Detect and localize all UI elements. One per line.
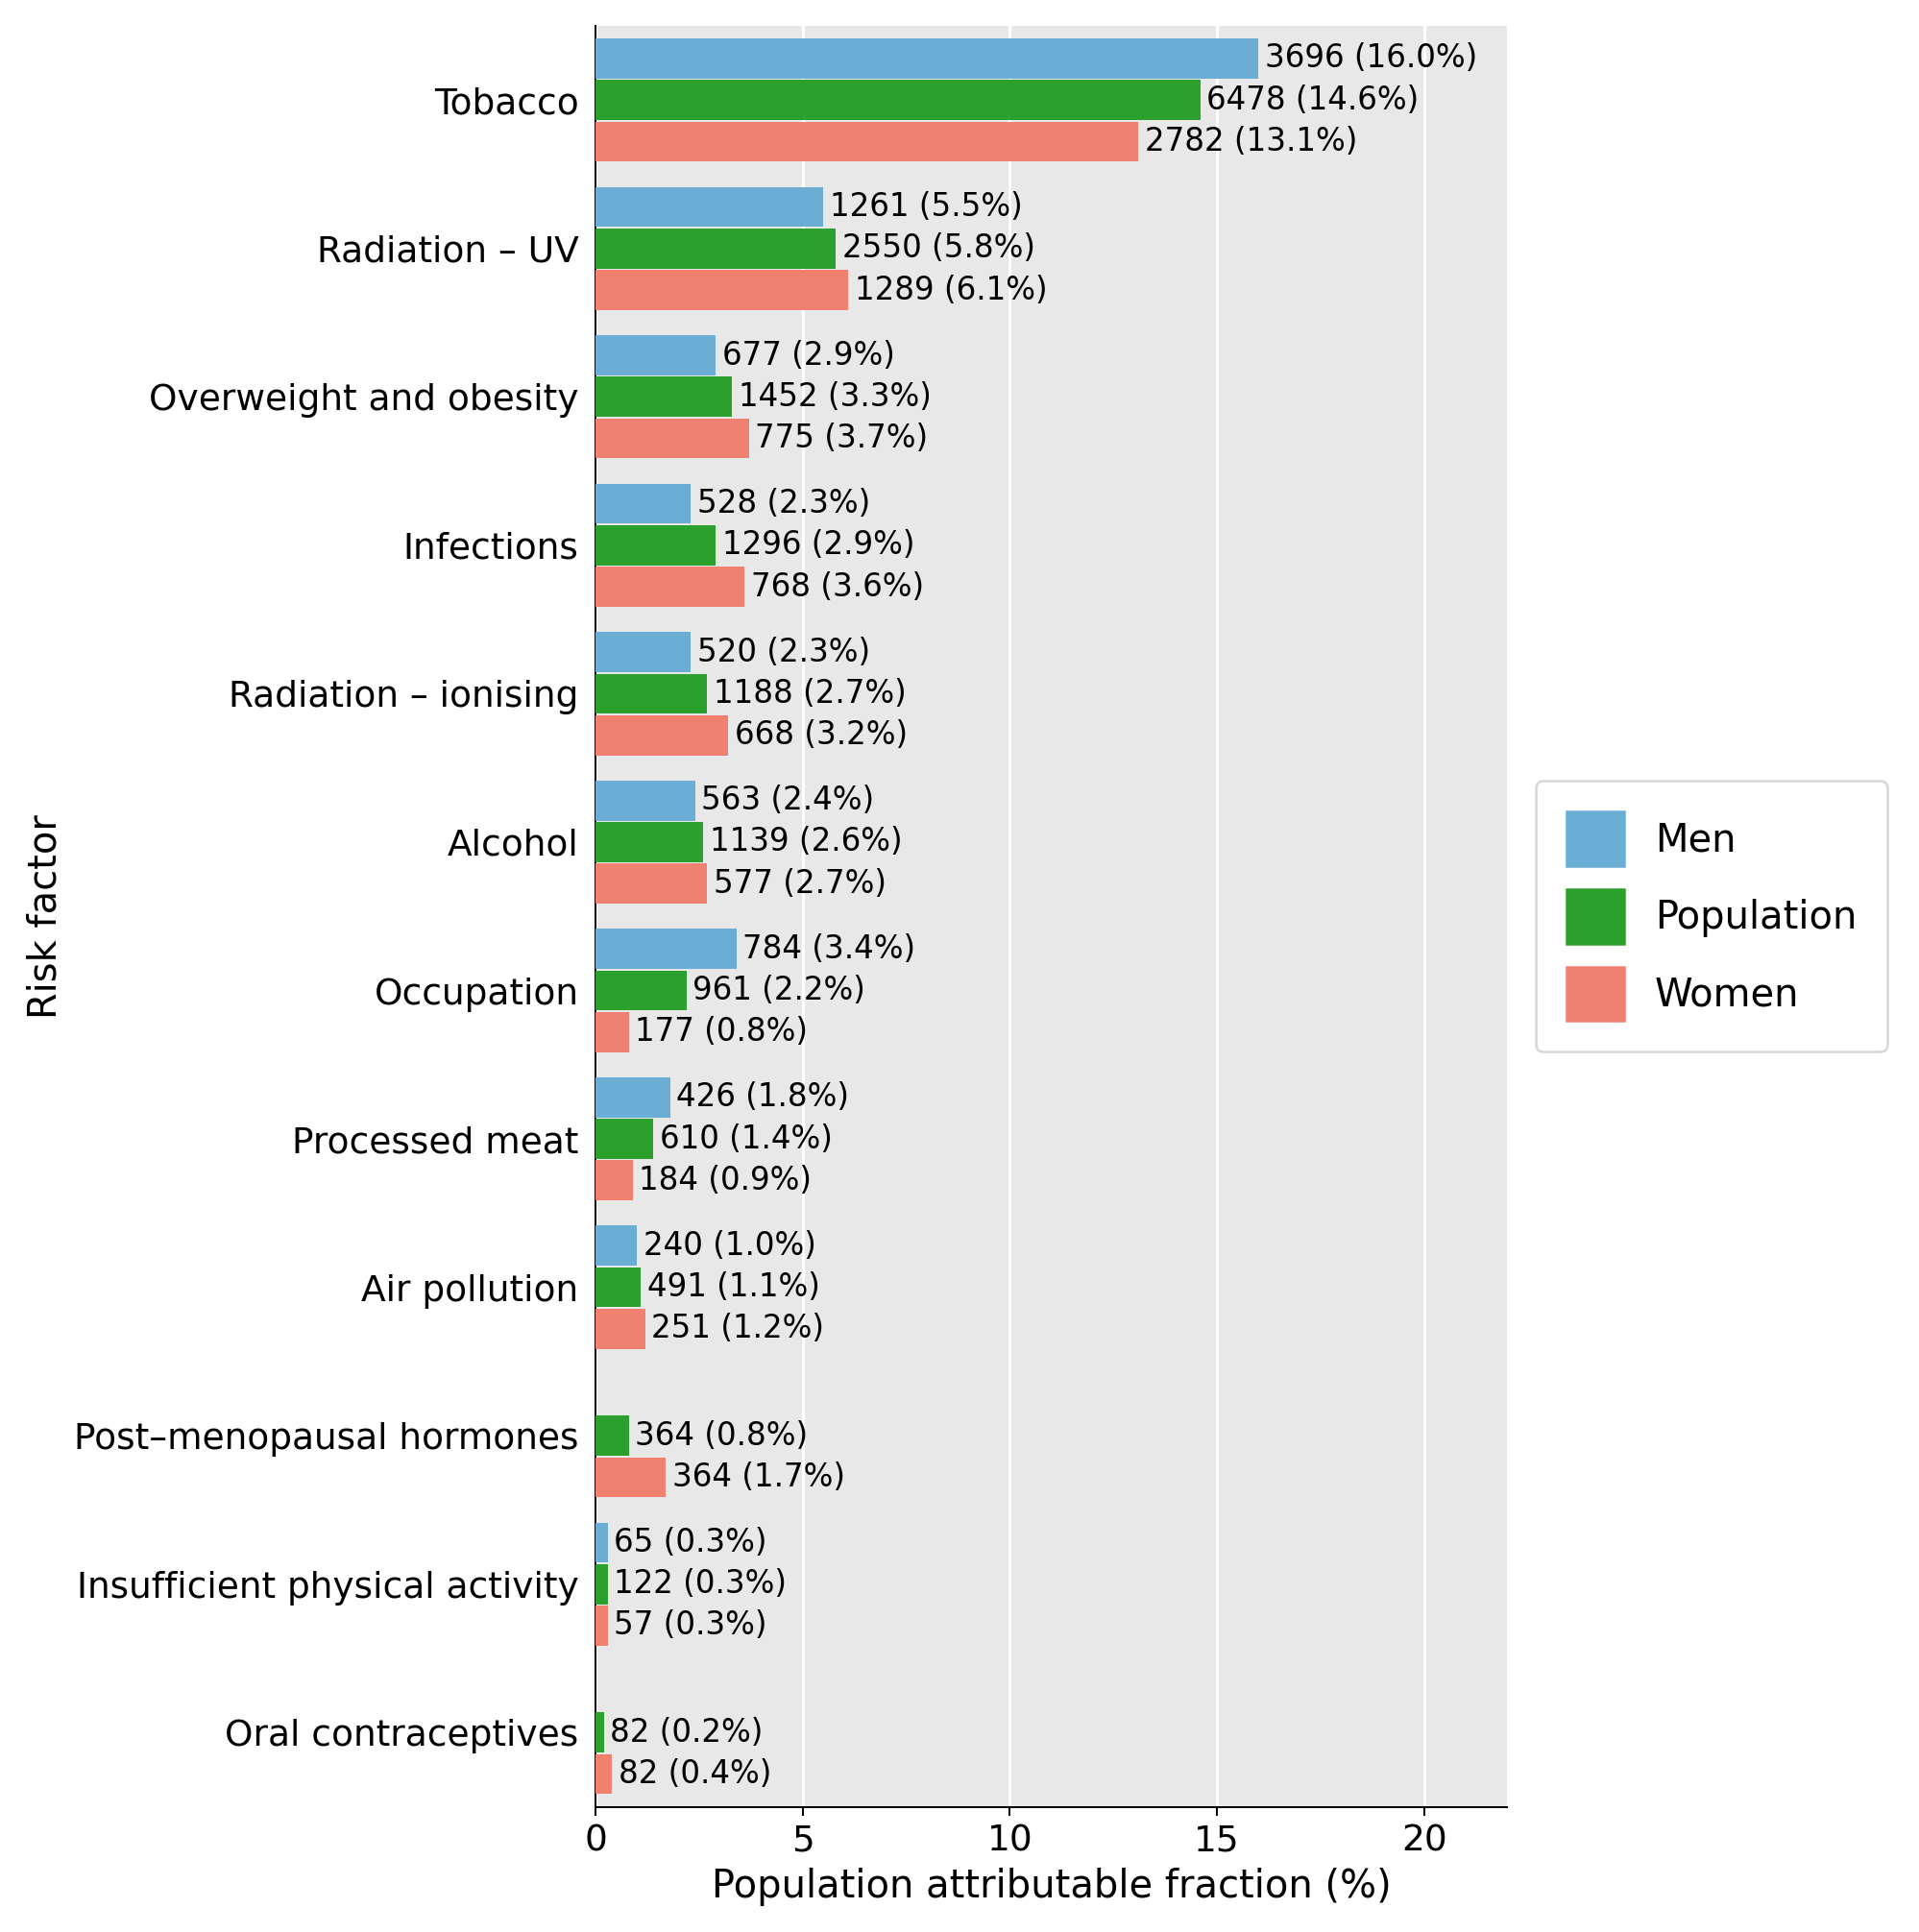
Text: 364 (0.8%): 364 (0.8%) xyxy=(635,1420,808,1451)
Bar xyxy=(595,1416,629,1455)
Bar xyxy=(595,228,837,269)
Text: 1289 (6.1%): 1289 (6.1%) xyxy=(854,274,1048,305)
Bar xyxy=(595,1712,604,1752)
Bar xyxy=(595,715,727,755)
Bar xyxy=(595,674,708,713)
Text: 251 (1.2%): 251 (1.2%) xyxy=(651,1314,825,1345)
Text: 426 (1.8%): 426 (1.8%) xyxy=(675,1082,850,1113)
Bar xyxy=(595,970,687,1010)
Bar xyxy=(595,1605,608,1646)
Bar xyxy=(595,1225,637,1265)
Bar xyxy=(595,1161,633,1200)
Bar xyxy=(595,1119,654,1159)
Bar xyxy=(595,1522,608,1563)
Bar xyxy=(595,79,1201,120)
Bar xyxy=(595,929,737,970)
Bar xyxy=(595,864,708,904)
Text: 563 (2.4%): 563 (2.4%) xyxy=(700,784,875,817)
Bar xyxy=(595,1754,612,1795)
Text: 961 (2.2%): 961 (2.2%) xyxy=(693,974,865,1007)
Text: 82 (0.2%): 82 (0.2%) xyxy=(610,1718,764,1748)
Bar xyxy=(595,823,702,862)
Text: 1296 (2.9%): 1296 (2.9%) xyxy=(722,529,915,560)
Text: 768 (3.6%): 768 (3.6%) xyxy=(750,572,923,603)
Bar xyxy=(595,336,716,375)
Bar xyxy=(595,566,745,607)
Bar xyxy=(595,483,691,524)
Text: 122 (0.3%): 122 (0.3%) xyxy=(614,1569,787,1600)
Text: 1139 (2.6%): 1139 (2.6%) xyxy=(710,827,902,858)
Legend: Men, Population, Women: Men, Population, Women xyxy=(1535,781,1886,1051)
Bar xyxy=(595,1078,670,1117)
Text: 1188 (2.7%): 1188 (2.7%) xyxy=(714,678,906,709)
Text: 520 (2.3%): 520 (2.3%) xyxy=(697,636,869,668)
Text: 240 (1.0%): 240 (1.0%) xyxy=(643,1231,816,1262)
Text: 1261 (5.5%): 1261 (5.5%) xyxy=(829,191,1023,222)
Bar xyxy=(595,419,748,458)
Text: 1452 (3.3%): 1452 (3.3%) xyxy=(739,381,931,413)
Text: 3696 (16.0%): 3696 (16.0%) xyxy=(1265,43,1478,75)
Bar xyxy=(595,526,716,566)
Text: 528 (2.3%): 528 (2.3%) xyxy=(697,489,869,520)
Bar xyxy=(595,122,1138,162)
Bar xyxy=(595,1308,645,1349)
Bar xyxy=(595,187,823,226)
Text: 6478 (14.6%): 6478 (14.6%) xyxy=(1207,85,1420,116)
Bar xyxy=(595,270,848,311)
Y-axis label: Risk factor: Risk factor xyxy=(27,813,65,1018)
Text: 2782 (13.1%): 2782 (13.1%) xyxy=(1144,126,1357,158)
Bar xyxy=(595,1267,641,1308)
Bar xyxy=(595,781,695,821)
Text: 677 (2.9%): 677 (2.9%) xyxy=(722,340,894,371)
Text: 364 (1.7%): 364 (1.7%) xyxy=(672,1461,844,1493)
Bar xyxy=(595,377,733,417)
Bar xyxy=(595,1565,608,1604)
Text: 491 (1.1%): 491 (1.1%) xyxy=(647,1271,819,1304)
Text: 82 (0.4%): 82 (0.4%) xyxy=(618,1758,771,1789)
X-axis label: Population attributable fraction (%): Population attributable fraction (%) xyxy=(712,1868,1391,1907)
Bar xyxy=(595,39,1259,79)
Text: 577 (2.7%): 577 (2.7%) xyxy=(714,867,887,900)
Text: 65 (0.3%): 65 (0.3%) xyxy=(614,1526,768,1559)
Text: 177 (0.8%): 177 (0.8%) xyxy=(635,1016,808,1047)
Bar xyxy=(595,1457,666,1497)
Text: 610 (1.4%): 610 (1.4%) xyxy=(660,1122,833,1155)
Text: 775 (3.7%): 775 (3.7%) xyxy=(754,423,929,454)
Text: 668 (3.2%): 668 (3.2%) xyxy=(735,719,908,752)
Text: 184 (0.9%): 184 (0.9%) xyxy=(639,1165,812,1196)
Bar xyxy=(595,632,691,672)
Bar xyxy=(595,1012,629,1053)
Text: 784 (3.4%): 784 (3.4%) xyxy=(743,933,915,964)
Text: 2550 (5.8%): 2550 (5.8%) xyxy=(842,232,1034,265)
Text: 57 (0.3%): 57 (0.3%) xyxy=(614,1609,768,1642)
